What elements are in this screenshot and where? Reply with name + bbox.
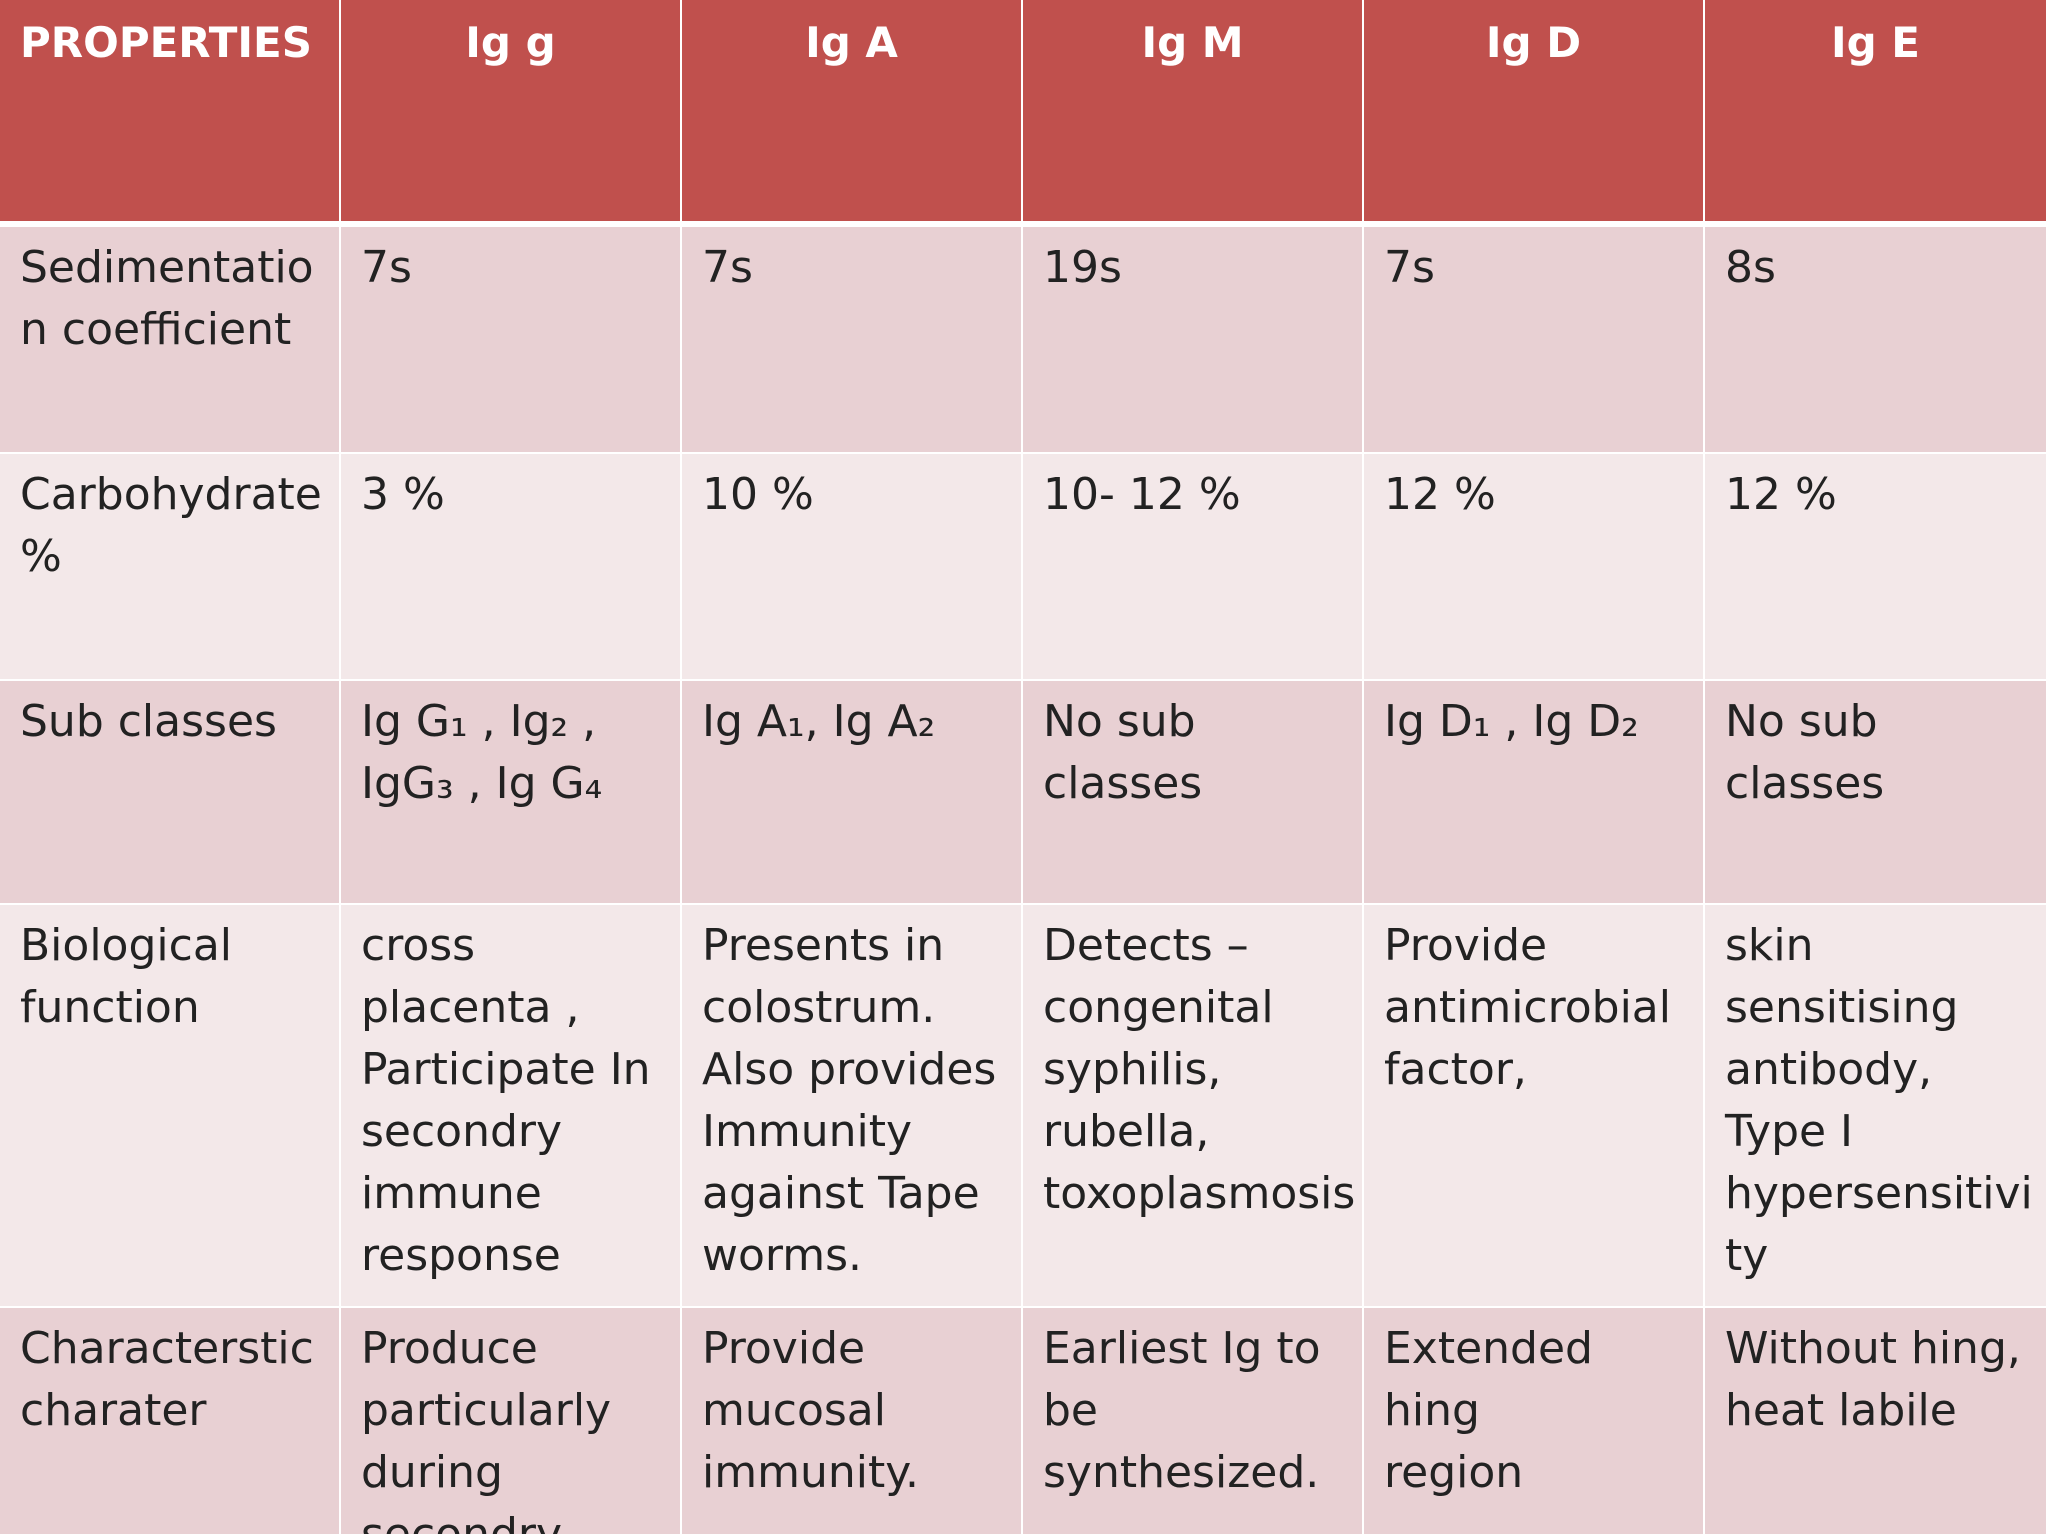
table-cell: 12 % bbox=[1705, 454, 2048, 681]
table-cell: skin sensitising antibody, Type I hypers… bbox=[1705, 905, 2048, 1308]
table-cell: 10- 12 % bbox=[1023, 454, 1364, 681]
table-cell: Without hing, heat labile bbox=[1705, 1308, 2048, 1536]
row-label-biological-function: Biological function bbox=[0, 905, 341, 1308]
table-cell: Ig D₁ , Ig D₂ bbox=[1364, 681, 1705, 905]
header-ige: Ig E bbox=[1705, 0, 2048, 227]
table-cell: Presents in colostrum. Also provides Imm… bbox=[682, 905, 1023, 1308]
header-iga: Ig A bbox=[682, 0, 1023, 227]
table-cell: No sub classes bbox=[1023, 681, 1364, 905]
table-cell: 12 % bbox=[1364, 454, 1705, 681]
row-label-characteristic: Characterstic charater bbox=[0, 1308, 341, 1536]
table-cell: Provide antimicrobial factor, bbox=[1364, 905, 1705, 1308]
table-cell: No sub classes bbox=[1705, 681, 2048, 905]
table-cell: Provide mucosal immunity. bbox=[682, 1308, 1023, 1536]
header-igd: Ig D bbox=[1364, 0, 1705, 227]
table-cell: 3 % bbox=[341, 454, 682, 681]
row-label-subclasses: Sub classes bbox=[0, 681, 341, 905]
table-cell: Produce particularly during secondry bbox=[341, 1308, 682, 1536]
table-cell: 10 % bbox=[682, 454, 1023, 681]
table-cell: Extended hing region bbox=[1364, 1308, 1705, 1536]
table-cell: 8s bbox=[1705, 227, 2048, 454]
header-igm: Ig M bbox=[1023, 0, 1364, 227]
table-cell: cross placenta , Participate In secondry… bbox=[341, 905, 682, 1308]
table-cell: Ig A₁, Ig A₂ bbox=[682, 681, 1023, 905]
table-cell: 7s bbox=[1364, 227, 1705, 454]
table-cell: Earliest Ig to be synthesized. bbox=[1023, 1308, 1364, 1536]
header-igg: Ig g bbox=[341, 0, 682, 227]
table-cell: 7s bbox=[341, 227, 682, 454]
row-label-carbohydrate: Carbohydrate % bbox=[0, 454, 341, 681]
row-label-sedimentation: Sedimentatio n coefficient bbox=[0, 227, 341, 454]
table-cell: 19s bbox=[1023, 227, 1364, 454]
header-properties: PROPERTIES bbox=[0, 0, 341, 227]
table-cell: 7s bbox=[682, 227, 1023, 454]
table-cell: Ig G₁ , Ig₂ , IgG₃ , Ig G₄ bbox=[341, 681, 682, 905]
table-cell: Detects – congenital syphilis, rubella, … bbox=[1023, 905, 1364, 1308]
